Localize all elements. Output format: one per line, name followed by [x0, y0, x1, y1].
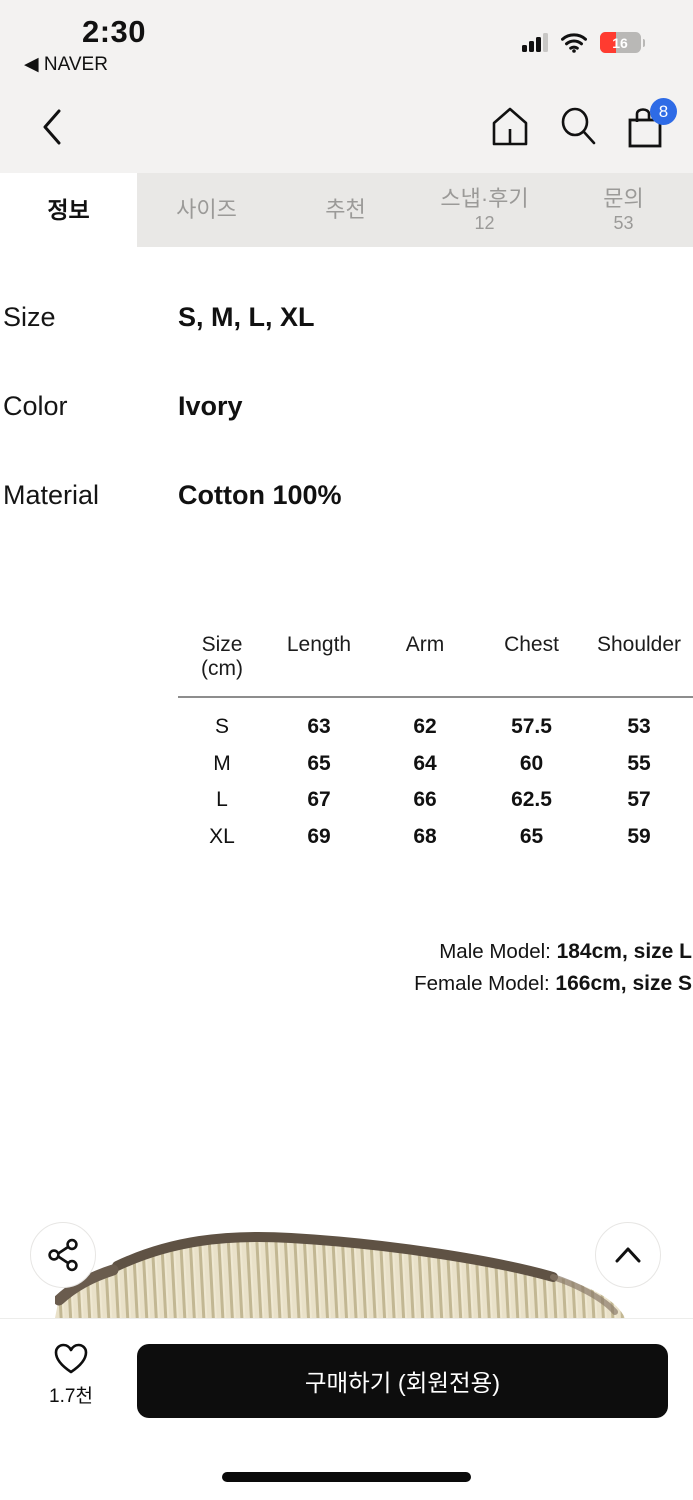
scroll-to-top-button[interactable]	[595, 1222, 661, 1288]
home-icon	[492, 107, 528, 146]
cellular-signal-icon	[522, 33, 548, 52]
bottom-action-bar: 1.7천 구매하기 (회원전용)	[0, 1318, 693, 1500]
info-row-size: Size S, M, L, XL	[0, 302, 693, 338]
size-label: Size	[3, 302, 56, 332]
search-button[interactable]	[557, 100, 599, 152]
size-chart-header-row: Size (cm) Length Arm Chest Shoulder	[178, 633, 693, 698]
status-time: 2:30	[81, 14, 147, 49]
size-value: S, M, L, XL	[178, 302, 315, 332]
material-value: Cotton 100%	[178, 480, 342, 510]
header-area: 2:30 ◀ NAVER 16	[0, 0, 693, 173]
tab-inquiries[interactable]: 문의 53	[554, 173, 693, 247]
battery-icon: 16	[599, 32, 641, 53]
tab-bar: 정보 사이즈 추천 스냅·후기 12 문의 53	[0, 173, 693, 247]
color-value: Ivory	[178, 391, 243, 421]
tab-size[interactable]: 사이즈	[137, 173, 276, 247]
tab-recommend[interactable]: 추천	[276, 173, 415, 247]
like-count: 1.7천	[49, 1386, 93, 1407]
size-chart-row-m: M 65 64 60 55	[213, 751, 651, 775]
info-row-material: Material Cotton 100%	[0, 480, 693, 516]
wifi-icon	[560, 32, 587, 53]
search-icon	[561, 107, 596, 145]
model-info: Male Model: 184cm, size L Female Model: …	[414, 936, 692, 1000]
size-chart-row-l: L 67 66 62.5 57	[216, 788, 651, 812]
back-button[interactable]	[30, 102, 74, 152]
tab-snap-reviews[interactable]: 스냅·후기 12	[415, 173, 554, 247]
share-icon	[48, 1238, 78, 1272]
tab-snap-reviews-count: 12	[474, 213, 495, 234]
heart-icon	[54, 1343, 88, 1374]
share-button[interactable]	[30, 1222, 96, 1288]
cart-badge: 8	[650, 98, 677, 125]
shopping-bag-icon	[628, 108, 662, 148]
material-label: Material	[3, 480, 100, 510]
like-button[interactable]: 1.7천	[36, 1343, 106, 1408]
status-icons: 16	[522, 32, 645, 53]
battery-nub	[642, 38, 645, 47]
size-chart-row-s: S 63 62 57.5 53	[214, 715, 651, 739]
buy-button[interactable]: 구매하기 (회원전용)	[137, 1344, 668, 1418]
male-model-line: Male Model: 184cm, size L	[439, 940, 692, 963]
tab-inquiries-count: 53	[613, 213, 634, 234]
nav-bar: 8	[0, 96, 693, 166]
female-model-line: Female Model: 166cm, size S	[414, 972, 692, 995]
color-label: Color	[3, 391, 68, 421]
size-chart-row-xl: XL 69 68 65 59	[209, 824, 651, 848]
tab-info[interactable]: 정보	[0, 173, 137, 247]
home-button[interactable]	[489, 100, 531, 152]
chevron-up-icon	[615, 1247, 641, 1263]
product-knit-image	[55, 1230, 641, 1318]
cart-button[interactable]: 8	[625, 98, 677, 152]
home-indicator[interactable]	[222, 1472, 471, 1482]
size-chart-table: Size (cm) Length Arm Chest Shoulder S 63…	[178, 633, 693, 855]
battery-percent: 16	[612, 34, 628, 51]
return-to-app-label[interactable]: ◀ NAVER	[24, 54, 108, 75]
info-row-color: Color Ivory	[0, 391, 693, 427]
